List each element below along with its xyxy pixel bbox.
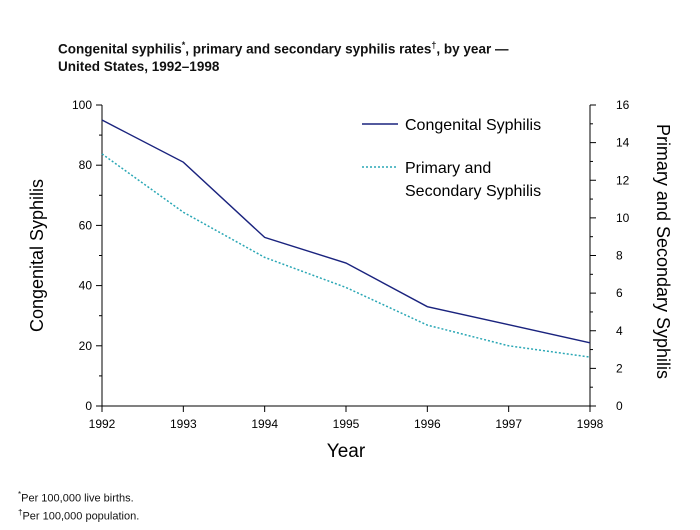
x-axis-title: Year bbox=[327, 441, 366, 462]
right-tick-label: 12 bbox=[616, 173, 630, 187]
right-tick-label: 8 bbox=[616, 249, 623, 263]
footnotes: *Per 100,000 live births. †Per 100,000 p… bbox=[18, 488, 139, 523]
title-footnote-mark-2: † bbox=[431, 40, 437, 50]
x-tick-label: 1992 bbox=[89, 417, 116, 431]
right-tick-label: 14 bbox=[616, 136, 630, 150]
right-tick-label: 4 bbox=[616, 324, 623, 338]
title-text-part2: , primary and secondary syphilis rates bbox=[185, 41, 432, 57]
x-tick-label: 1996 bbox=[414, 417, 441, 431]
left-tick-label: 80 bbox=[79, 158, 93, 172]
legend-label-congenital: Congenital Syphilis bbox=[405, 117, 541, 134]
left-tick-label: 20 bbox=[79, 339, 93, 353]
title-text-part1: Congenital syphilis bbox=[58, 41, 182, 57]
footnote-1-mark: * bbox=[18, 490, 22, 499]
right-tick-label: 10 bbox=[616, 211, 630, 225]
right-tick-label: 0 bbox=[616, 399, 623, 413]
x-tick-label: 1995 bbox=[333, 417, 360, 431]
x-tick-label: 1993 bbox=[170, 417, 197, 431]
right-tick-label: 2 bbox=[616, 361, 623, 375]
left-tick-label: 0 bbox=[85, 399, 92, 413]
title-subtitle: United States, 1992–1998 bbox=[58, 58, 220, 74]
series-line-congenital bbox=[101, 119, 591, 344]
right-axis-title: Primary and Secondary Syphilis bbox=[653, 124, 673, 379]
chart-title: Congenital syphilis*, primary and second… bbox=[58, 37, 658, 75]
footnote-2-mark: † bbox=[18, 507, 23, 517]
legend-label-primary-secondary-line2: Secondary Syphilis bbox=[405, 183, 541, 200]
footnote-1: *Per 100,000 live births. bbox=[18, 488, 139, 506]
right-tick-label: 6 bbox=[616, 286, 623, 300]
title-footnote-mark-1: * bbox=[181, 40, 186, 50]
x-tick-label: 1997 bbox=[495, 417, 522, 431]
left-tick-label: 40 bbox=[79, 279, 93, 293]
x-tick-label: 1994 bbox=[251, 417, 278, 431]
left-tick-label: 100 bbox=[72, 98, 92, 112]
footnote-1-text: Per 100,000 live births. bbox=[21, 492, 134, 505]
footnote-2: †Per 100,000 population. bbox=[18, 506, 139, 524]
legend-label-primary-secondary-line1: Primary and bbox=[405, 160, 491, 177]
title-text-part3: , by year — bbox=[436, 41, 509, 57]
series-line-primary-secondary bbox=[101, 153, 591, 358]
x-tick-label: 1998 bbox=[577, 417, 604, 431]
right-tick-label: 16 bbox=[616, 98, 630, 112]
left-tick-label: 60 bbox=[79, 218, 93, 232]
left-axis-title: Congenital Syphilis bbox=[27, 179, 47, 332]
footnote-2-text: Per 100,000 population. bbox=[22, 510, 140, 523]
